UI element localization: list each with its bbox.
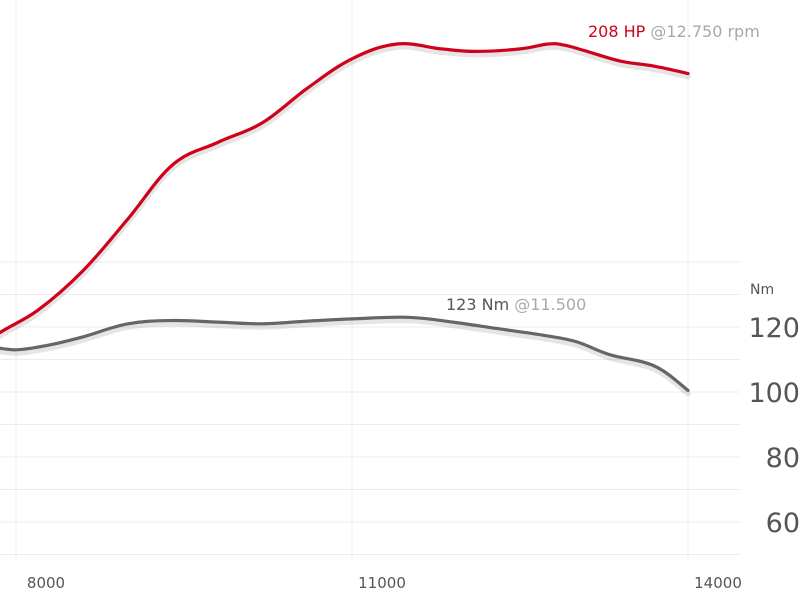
annotation-detail: @12.750 rpm [650,22,759,41]
x-tick-label: 14000 [694,574,742,592]
y-axis-unit: Nm [750,282,774,298]
annotation-nm: 123 Nm @11.500 [446,295,586,314]
series-shadow-nm [0,317,691,397]
series-line-nm [0,315,690,392]
y-tick-label: 120 [748,313,800,344]
x-axis: 8000 11000 14000 [27,574,742,592]
annotations: 208 HP @12.750 rpm 123 Nm @11.500 [446,22,760,314]
series-line-hp [0,42,690,335]
series-shadow-hp [0,43,691,340]
annotation-hp: 208 HP @12.750 rpm [588,22,760,41]
annotation-value: 123 Nm [446,295,514,314]
y-tick-label: 100 [748,378,800,409]
x-tick-label: 11000 [358,574,406,592]
y-tick-label: 60 [766,508,800,539]
annotation-detail: @11.500 [514,295,586,314]
y-axis-torque: Nm 60 80 100 120 [748,282,800,539]
x-tick-label: 8000 [27,574,65,592]
y-tick-label: 80 [766,443,800,474]
grid [0,0,740,560]
annotation-value: 208 HP [588,22,650,41]
series-layer [0,42,691,397]
